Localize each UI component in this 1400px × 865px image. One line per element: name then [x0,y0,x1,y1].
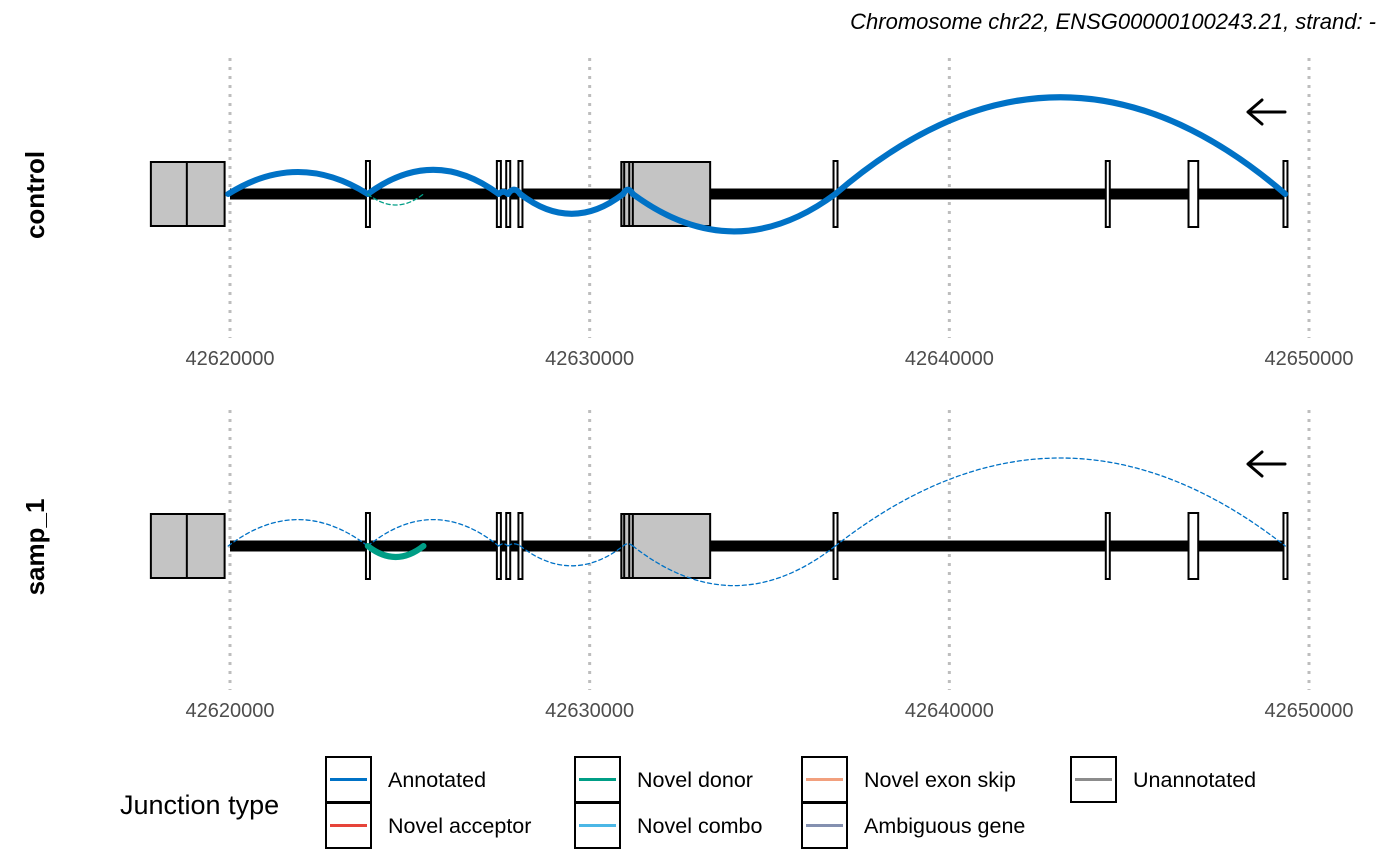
facet-label: samp_1 [20,499,50,596]
legend-label: Novel exon skip [864,768,1016,792]
legend-item: Novel exon skip [801,756,1016,803]
panel-control: control 42620000 42630000 42640000 42650000 [20,58,1353,370]
junction-arc [832,94,1289,197]
junction-arc [622,543,634,547]
exon-box [1104,160,1111,228]
x-tick-label: 42620000 [186,700,275,722]
exon-box [1187,160,1200,228]
legend-label: Ambiguous gene [864,814,1025,838]
junction-arc [629,191,839,235]
legend-item: Novel combo [574,802,763,849]
legend-label: Novel acceptor [388,814,531,838]
junction-arc [834,457,1286,547]
exon-box [620,513,712,579]
legend-item: Annotated [325,756,486,803]
legend-label: Novel donor [637,768,753,792]
junction-arc [367,193,425,206]
plot-subtitle: Chromosome chr22, ENSG00000100243.21, st… [850,9,1376,34]
junction-arc [364,543,427,560]
legend-item: Novel donor [574,756,753,803]
junction-arc [364,166,502,197]
legend-label: Annotated [388,768,486,792]
legend-label: Novel combo [637,814,763,838]
x-tick-label: 42630000 [545,348,634,370]
x-tick-label: 42650000 [1265,348,1354,370]
left-arrow-icon [1246,450,1287,478]
junction-arc [227,519,369,547]
panel-samp_1: samp_1 42620000 42630000 42640000 42650000 [20,410,1353,722]
exon-box [1187,512,1200,580]
junction-arc [517,191,627,217]
legend-item: Unannotated [1070,756,1256,803]
legend-item: Ambiguous gene [801,802,1025,849]
legend-label: Unannotated [1133,768,1256,792]
x-tick-label: 42650000 [1265,700,1354,722]
junction-arc [498,543,509,547]
facet-label: control [20,151,50,239]
junction-arc [225,169,371,197]
x-tick-label: 42630000 [545,700,634,722]
x-tick-label: 42620000 [186,348,275,370]
legend-title: Junction type [120,790,279,820]
exon-box [1104,512,1111,580]
legend-item: Novel acceptor [325,802,531,849]
junction-arc [632,545,836,587]
left-arrow-icon [1246,98,1287,126]
junction-arc [519,545,624,567]
x-tick-label: 42640000 [905,700,994,722]
x-tick-label: 42640000 [905,348,994,370]
junction-arc [507,543,521,547]
junction-arc [367,519,500,547]
